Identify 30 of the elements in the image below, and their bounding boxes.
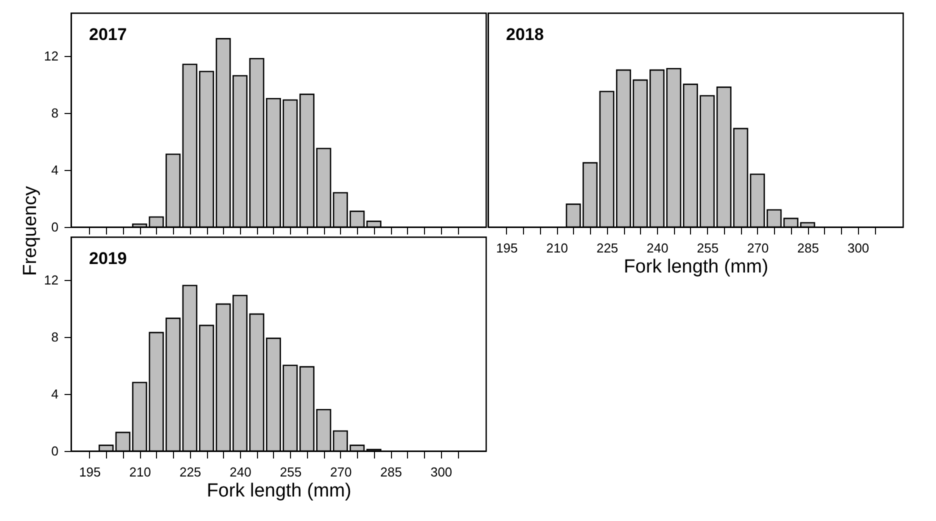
x-tick-label: 195 xyxy=(496,240,518,256)
x-axis-title: Fork length (mm) xyxy=(206,480,352,502)
text: 2017 xyxy=(89,25,127,44)
x-axis-title: Fork length (mm) xyxy=(624,256,768,278)
y-tick-label: 12 xyxy=(44,272,58,288)
y-tick-label: 8 xyxy=(51,329,58,344)
x-tick-label: 240 xyxy=(230,464,252,480)
x-tick-label: 240 xyxy=(646,240,668,256)
x-tick-label: 270 xyxy=(330,464,352,480)
x-tick-label: 285 xyxy=(380,464,402,480)
y-tick-label: 0 xyxy=(51,220,58,234)
x-tick-label: 210 xyxy=(546,240,568,256)
x-tick-label: 225 xyxy=(179,464,202,480)
x-tick-label: 285 xyxy=(797,240,819,256)
text: 2019 xyxy=(89,249,127,268)
y-axis-title: Frequency xyxy=(20,186,41,276)
x-tick-label: 300 xyxy=(430,464,452,480)
text: 2018 xyxy=(506,25,544,44)
x-tick-label: 300 xyxy=(847,240,870,256)
x-tick-label: 225 xyxy=(596,240,618,256)
y-tick-label: 4 xyxy=(51,162,58,178)
x-tick-label: 255 xyxy=(280,464,302,480)
x-tick-label: 255 xyxy=(696,240,719,256)
y-tick-label: 0 xyxy=(51,444,58,458)
x-tick-label: 270 xyxy=(747,240,769,256)
x-tick-label: 195 xyxy=(79,464,101,480)
y-tick-label: 4 xyxy=(51,386,58,402)
y-tick-label: 12 xyxy=(44,48,58,64)
y-tick-label: 8 xyxy=(51,105,58,120)
x-tick-label: 210 xyxy=(129,464,151,480)
